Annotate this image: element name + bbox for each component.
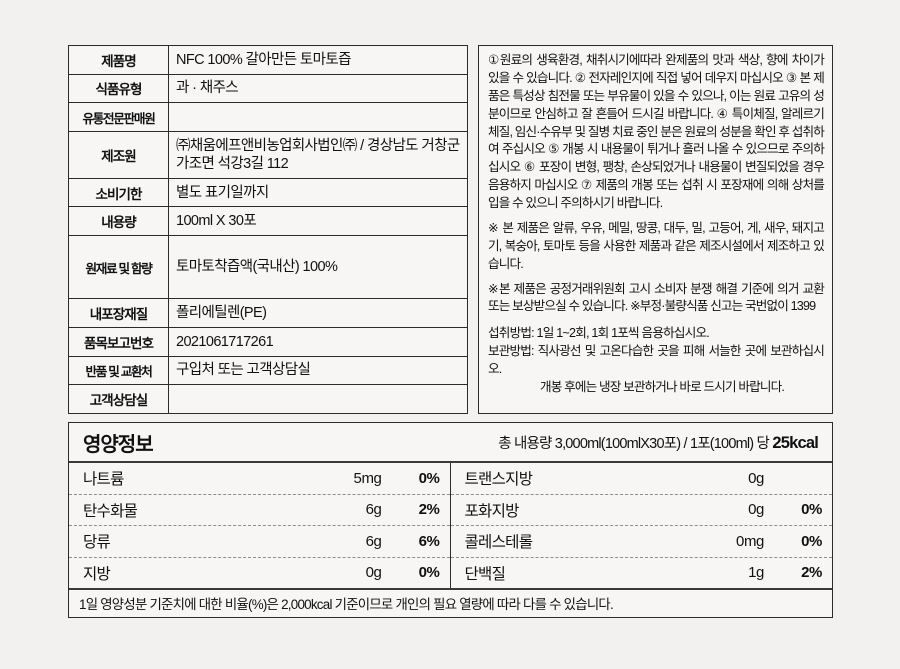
nutrient-amount: 6g (365, 501, 382, 519)
nutrient-daily-value: 0% (418, 564, 440, 582)
nutrient-amount: 5mg (353, 469, 382, 487)
notice-how-to-store: 보관방법: 직사광선 및 고온다습한 곳을 피해 서늘한 곳에 보관하십시오. (488, 344, 825, 376)
info-row-value: 폴리에틸렌(PE) (168, 298, 468, 329)
notice-how-to-eat: 섭취방법: 1일 1~2회, 1회 1포씩 음용하십시오. (488, 326, 710, 341)
nutrition-column-left: 나트륨 5mg 0% 탄수화물 6g 2% 당류 6g 6% 지방 0g 0% (69, 463, 451, 588)
nutrition-serving-info: 총 내용량 3,000ml(100mlX30포) / 1포(100ml) 당 2… (153, 432, 820, 453)
nutrition-title: 영양정보 (83, 433, 154, 456)
nutrient-name: 포화지방 (464, 502, 520, 520)
info-row-label: 유통전문판매원 (68, 102, 169, 132)
nutrient-name: 트랜스지방 (464, 471, 534, 489)
info-row-value (168, 102, 468, 132)
nutrient-name: 나트륨 (83, 471, 124, 489)
nutrient-daily-value: 6% (418, 532, 440, 550)
nutrition-footnote: 1일 영양성분 기준치에 대한 비율(%)은 2,000kcal 기준이므로 개… (69, 588, 832, 616)
nutrient-daily-value: 0% (801, 532, 822, 550)
info-row-value (168, 384, 468, 414)
info-row-value: 토마토착즙액(국내산) 100% (168, 235, 468, 300)
info-row-value: 구입처 또는 고객상담실 (168, 355, 468, 386)
nutrient-name: 콜레스테롤 (464, 534, 534, 552)
nutrition-row: 탄수화물 6g 2% (69, 495, 450, 526)
info-row: 반품 및 교환처 구입처 또는 고객상담실 (68, 355, 468, 386)
info-row-label: 내용량 (68, 206, 169, 237)
nutrition-body: 나트륨 5mg 0% 탄수화물 6g 2% 당류 6g 6% 지방 0g 0% 트랜스지방 0g 포화지방… (69, 463, 832, 588)
info-row-value: NFC 100% 갈아만든 토마토즙 (168, 45, 468, 75)
info-row: 품목보고번호 2021061717261 (68, 327, 468, 357)
nutrient-amount: 0g (748, 469, 764, 487)
nutrient-amount: 0mg (736, 532, 764, 550)
info-row-label: 제품명 (68, 45, 169, 75)
nutrient-daily-value: 0% (418, 469, 440, 487)
nutrition-calories: 25kcal (772, 433, 818, 452)
top-section: 제품명 NFC 100% 갈아만든 토마토즙 식품유형 과 · 채주스 유통전문판매원 제… (68, 45, 833, 414)
nutrient-name: 지방 (83, 565, 111, 583)
notice-warnings: ①원료의 생육환경, 채취시기에따라 완제품의 맛과 색상, 향에 차이가 있을… (488, 53, 825, 210)
nutrition-row: 나트륨 5mg 0% (69, 463, 450, 495)
info-row-label: 고객상담실 (68, 384, 169, 414)
info-row-label: 제조원 (68, 130, 169, 179)
info-row-value: ㈜채움에프앤비농업회사법인㈜ / 경상남도 거창군 가조면 석강3길 112 (168, 130, 468, 179)
nutrition-row: 당류 6g 6% (69, 526, 450, 558)
nutrient-daily-value: 0% (801, 501, 822, 519)
info-row-label: 반품 및 교환처 (68, 355, 169, 386)
nutrition-header: 영양정보 총 내용량 3,000ml(100mlX30포) / 1포(100ml… (69, 423, 832, 463)
product-info-table-body: 제품명 NFC 100% 갈아만든 토마토즙 식품유형 과 · 채주스 유통전문판매원 제… (68, 45, 468, 414)
info-row: 내용량 100ml X 30포 (68, 206, 468, 237)
info-row: 제조원 ㈜채움에프앤비농업회사법인㈜ / 경상남도 거창군 가조면 석강3길 11… (68, 130, 468, 179)
info-row: 식품유형 과 · 채주스 (68, 73, 468, 104)
nutrition-facts-panel: 영양정보 총 내용량 3,000ml(100mlX30포) / 1포(100ml… (68, 422, 833, 618)
info-row-value: 2021061717261 (168, 327, 468, 357)
nutrient-name: 당류 (83, 534, 111, 552)
nutrient-daily-value: 2% (801, 564, 822, 582)
nutrient-name: 단백질 (464, 565, 506, 583)
nutrition-row: 포화지방 0g 0% (450, 495, 832, 526)
info-row-value: 과 · 채주스 (168, 73, 468, 104)
nutrition-row: 트랜스지방 0g (450, 463, 832, 495)
nutrient-amount: 1g (748, 564, 764, 582)
info-row-value: 별도 표기일까지 (168, 177, 468, 208)
nutrition-serving-prefix: 총 내용량 3,000ml(100mlX30포) / 1포(100ml) 당 (498, 435, 773, 452)
info-row-label: 식품유형 (68, 73, 169, 104)
notice-how-to-store-cont: 개봉 후에는 냉장 보관하거나 바로 드시기 바랍니다. (540, 379, 785, 394)
info-row-value: 100ml X 30포 (168, 206, 468, 237)
nutrient-name: 탄수화물 (83, 502, 138, 520)
nutrient-amount: 0g (365, 564, 382, 582)
nutrient-amount: 6g (365, 532, 382, 550)
info-row-label: 소비기한 (68, 177, 169, 208)
info-row: 원재료 및 함량 토마토착즙액(국내산) 100% (68, 235, 468, 300)
info-row: 제품명 NFC 100% 갈아만든 토마토즙 (68, 45, 468, 75)
nutrient-amount: 0g (748, 501, 764, 519)
nutrient-daily-value: 2% (418, 501, 440, 519)
notice-box: ①원료의 생육환경, 채취시기에따라 완제품의 맛과 색상, 향에 차이가 있을… (478, 45, 833, 414)
info-row: 유통전문판매원 (68, 102, 468, 132)
info-row: 내포장재질 폴리에틸렌(PE) (68, 298, 468, 329)
info-row-label: 내포장재질 (68, 298, 169, 329)
nutrition-row: 지방 0g 0% (69, 558, 450, 589)
info-row-label: 품목보고번호 (68, 327, 169, 357)
notice-dispute: ※본 제품은 공정거래위원회 고시 소비자 분쟁 해결 기준에 의거 교환 또는… (488, 281, 825, 314)
nutrition-column-right: 트랜스지방 0g 포화지방 0g 0% 콜레스테롤 0mg 0% 단백질 1g 2% (450, 463, 833, 589)
nutrition-row: 단백질 1g 2% (451, 558, 833, 589)
info-row: 소비기한 별도 표기일까지 (68, 177, 468, 208)
notice-allergy: ※ 본 제품은 알류, 우유, 메밀, 땅콩, 대두, 밀, 고등어, 게, 새… (488, 220, 825, 271)
nutrition-row: 콜레스테롤 0mg 0% (450, 526, 832, 558)
info-row: 고객상담실 (68, 384, 468, 414)
info-row-label: 원재료 및 함량 (68, 235, 169, 300)
product-info-table: 제품명 NFC 100% 갈아만든 토마토즙 식품유형 과 · 채주스 유통전문판매원 제… (68, 45, 468, 414)
